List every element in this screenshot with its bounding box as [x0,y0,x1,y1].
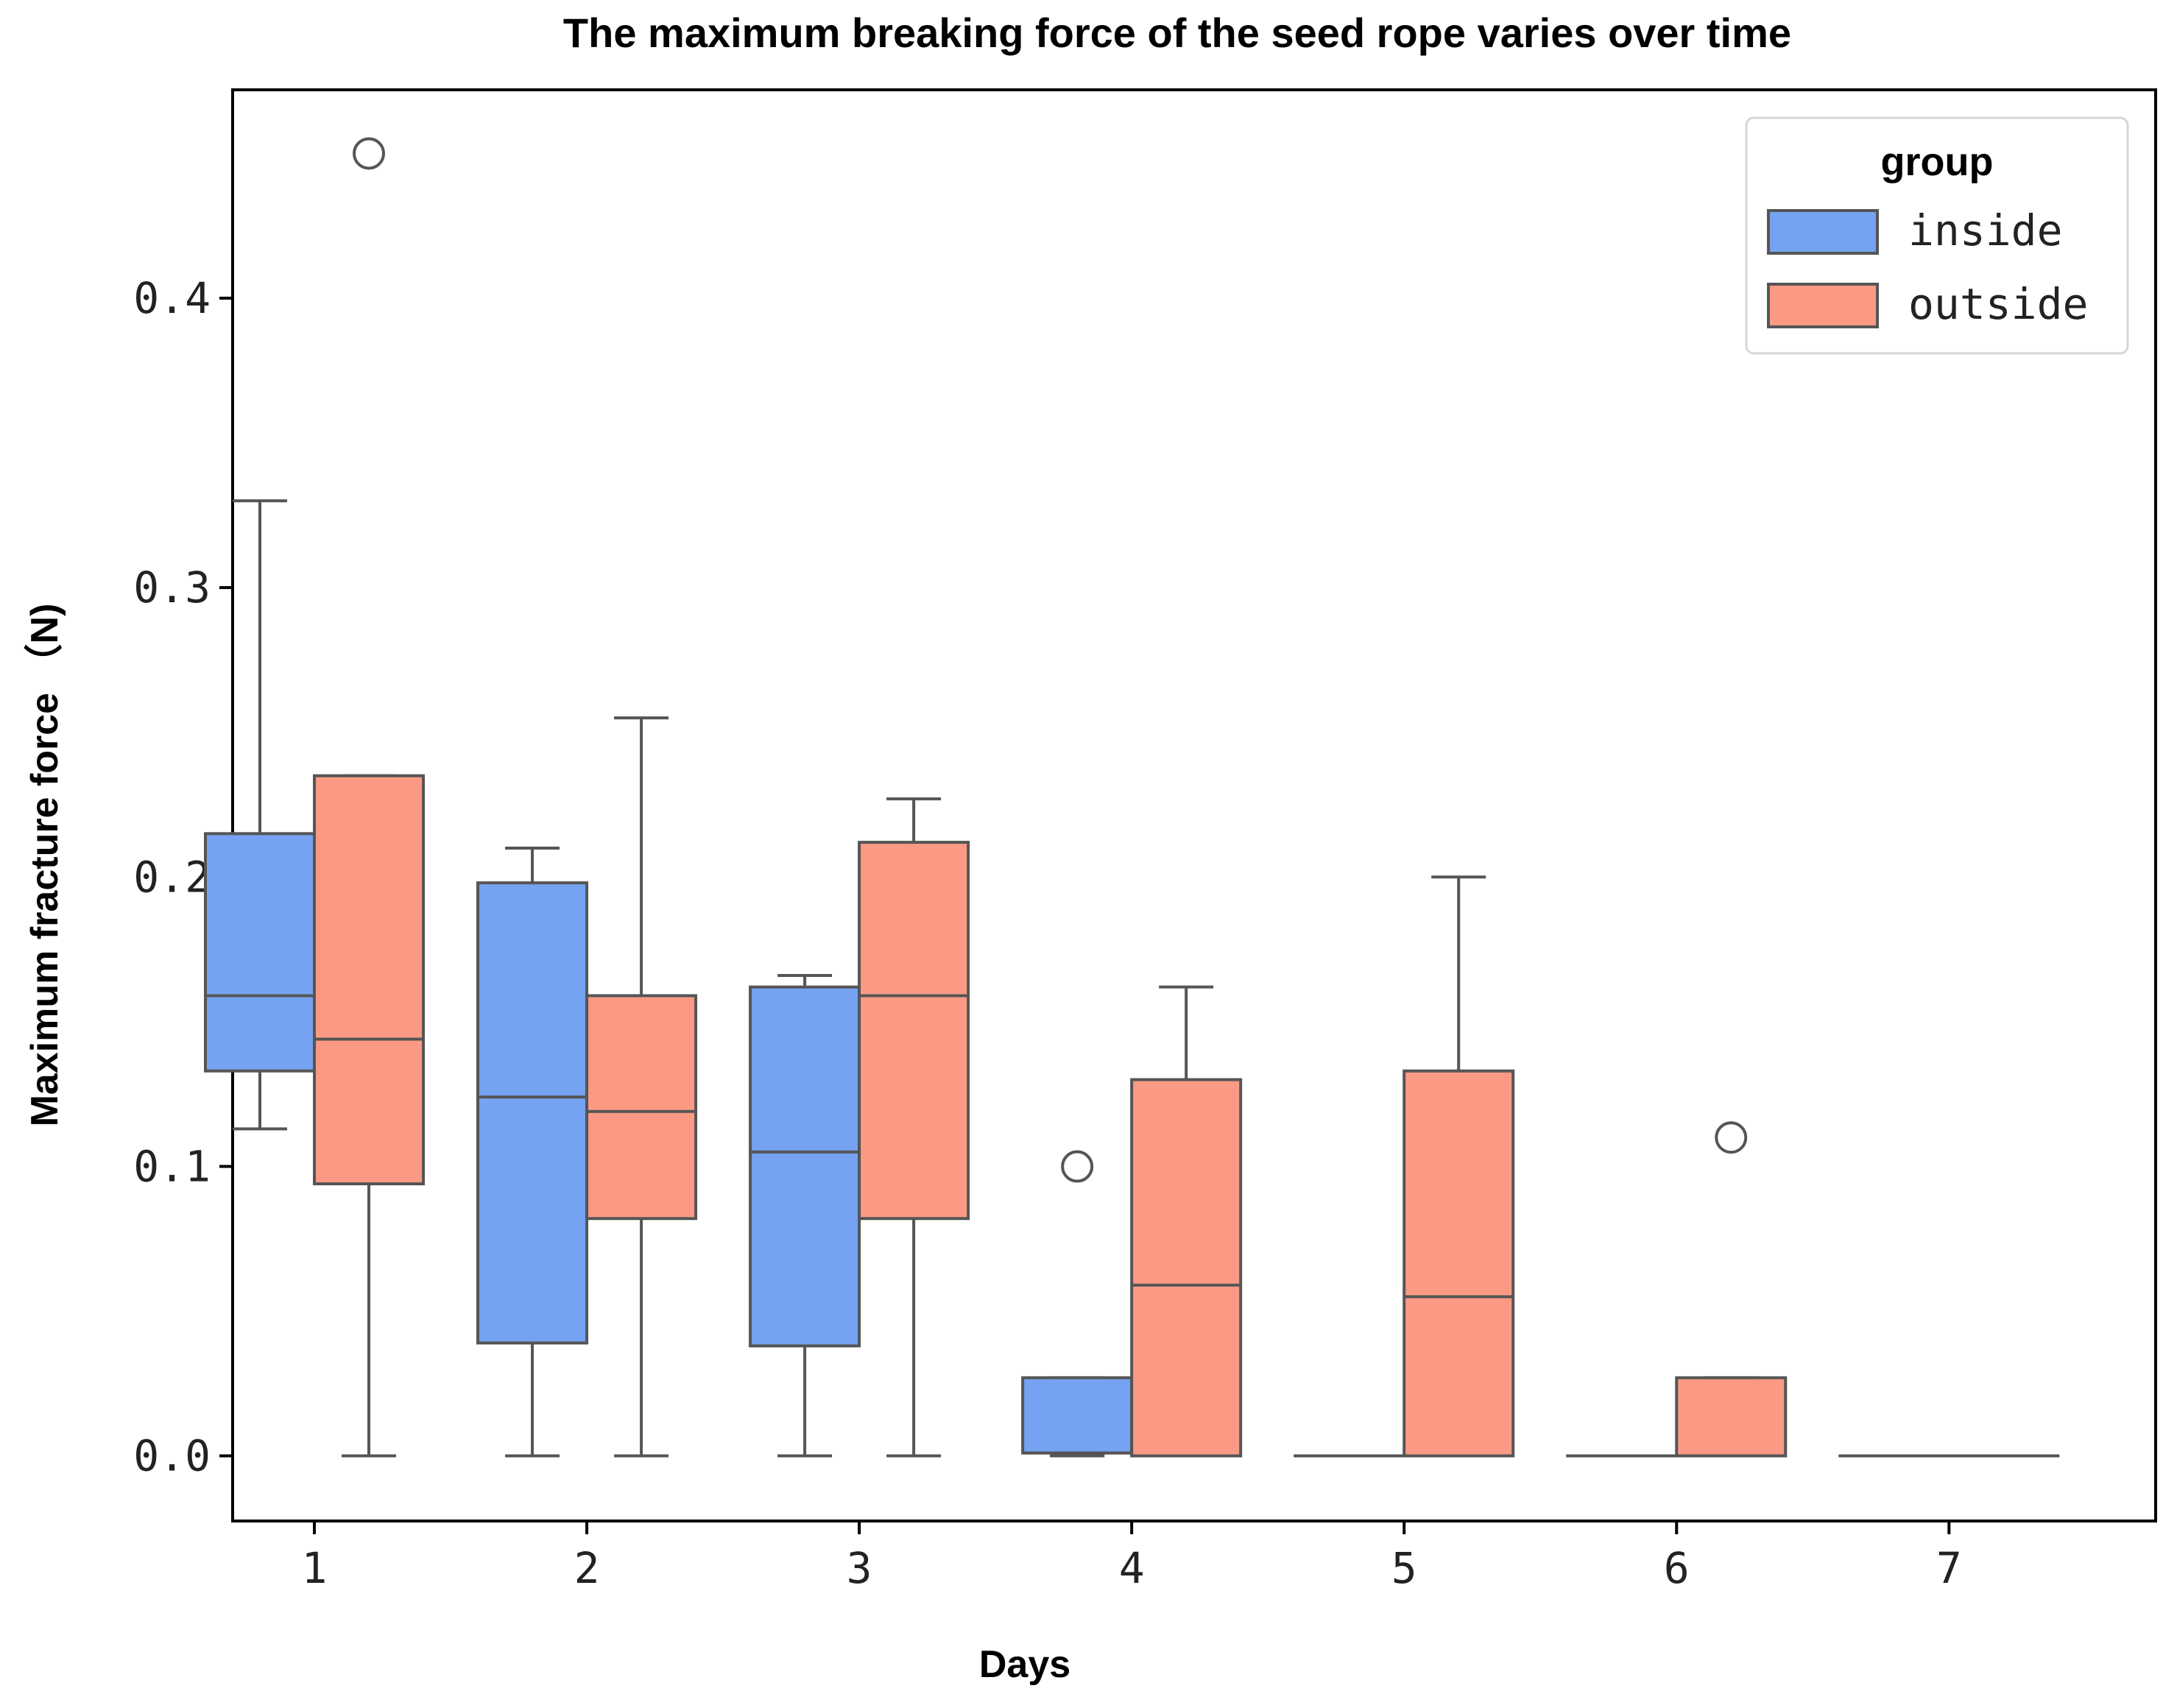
outside-day-4-box [1130,1078,1243,1458]
chart-title: The maximum breaking force of the seed r… [563,10,1791,56]
y-tick-label: 0.2 [133,852,211,902]
x-tick-label: 3 [847,1543,872,1593]
inside-day-1-box [203,832,317,1073]
outside-day-6-outlier [1715,1121,1748,1154]
x-tick-label: 4 [1119,1543,1145,1593]
outside-day-1-box [313,774,426,1186]
outside-day-3-box [858,841,970,1221]
legend: group inside outside [1745,116,2129,355]
outside-day-5-box [1402,1069,1515,1458]
x-tick-label: 1 [302,1543,328,1593]
x-tick-label: 2 [574,1543,600,1593]
outside-day-6-box [1675,1376,1788,1458]
legend-title: group [1881,140,1994,184]
legend-swatch-outside [1767,283,1879,328]
y-tick-label: 0.3 [133,562,211,613]
plot-area: 0.0 0.1 0.2 0.3 0.4 1 2 3 4 5 6 7 [133,88,2157,1593]
y-tick-label: 0.1 [133,1141,211,1191]
outside-day-2-box [585,994,698,1221]
x-tick-label: 7 [1936,1543,1962,1593]
inside-day-4-box [1021,1376,1134,1455]
x-tick-label: 6 [1664,1543,1690,1593]
legend-label-inside: inside [1908,205,2063,255]
x-tick-label: 5 [1391,1543,1417,1593]
plot-frame [231,88,2157,1522]
x-axis-label: Days [979,1643,1070,1686]
inside-day-4-outlier [1061,1150,1094,1183]
inside-day-2-box [476,881,589,1345]
legend-label-outside: outside [1908,279,2088,329]
y-tick-label: 0.4 [133,273,211,323]
y-axis-label: Maximum fracture force （N) [24,604,66,1127]
outside-day-1-outlier [353,137,386,170]
y-tick-label: 0.0 [133,1431,211,1481]
inside-day-3-box [749,985,861,1348]
legend-swatch-inside [1767,209,1879,255]
